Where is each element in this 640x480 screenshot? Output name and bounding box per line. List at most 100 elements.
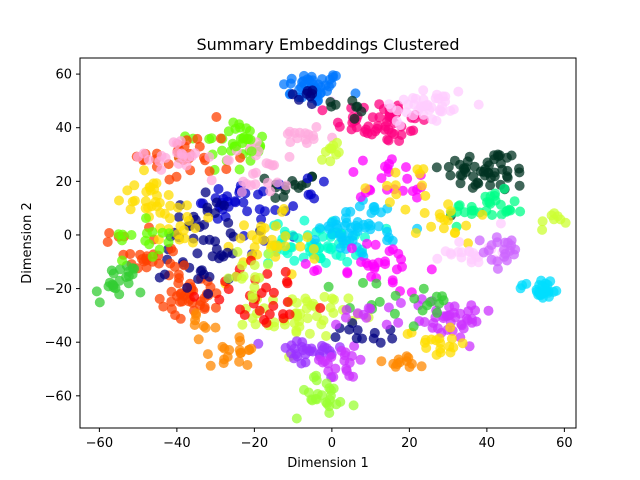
data-point [244,126,255,136]
data-point [174,234,185,245]
x-tick-label: −40 [163,436,190,451]
data-point [431,89,442,100]
data-point [266,240,277,251]
data-point [330,215,341,226]
data-point [400,204,411,215]
data-point [289,255,300,266]
data-point [502,165,513,176]
data-point [408,321,419,332]
data-point [326,101,337,112]
data-point [418,109,429,120]
data-point [376,207,386,218]
data-point [144,239,155,250]
data-point [203,288,214,299]
data-point [416,361,427,372]
data-point [281,180,292,191]
x-tick-label: 20 [401,436,418,451]
data-point [343,293,354,304]
data-point [352,222,363,233]
data-point [190,223,201,234]
data-point [352,325,363,336]
data-point [514,180,525,191]
data-point [302,232,313,243]
data-point [250,272,261,283]
data-point [455,170,466,180]
data-point [383,124,394,135]
data-point [282,278,293,289]
data-point [341,304,352,315]
data-point [262,268,273,279]
data-point [419,317,430,327]
data-point [362,238,372,249]
data-point [189,320,200,330]
data-point [501,255,512,266]
data-point [468,205,479,216]
data-point [221,164,232,175]
data-point [284,151,295,162]
data-point [453,86,464,97]
data-point [335,250,346,261]
data-point [492,263,503,274]
data-point [239,220,249,231]
data-point [383,135,394,146]
data-point [382,226,393,237]
data-point [326,143,337,154]
data-point [164,213,175,224]
data-point [348,371,359,382]
data-point [426,264,437,275]
x-axis-ticks: −60 −40 −20 0 20 40 60 [86,428,573,451]
data-point [395,298,406,308]
data-point [223,273,234,284]
data-point [461,220,472,231]
data-point [236,347,246,358]
data-point [453,247,464,257]
data-point [247,289,258,300]
data-point [198,321,209,331]
data-point [127,196,138,207]
data-point [140,196,151,207]
data-point [455,159,465,170]
data-point [246,146,257,157]
data-point [492,256,503,267]
data-point [117,255,127,266]
data-point [463,306,474,317]
data-point [258,234,269,245]
data-point [380,259,391,270]
data-point [330,332,341,343]
data-point [203,212,214,223]
data-point [548,286,559,297]
data-point [312,311,322,322]
data-point [219,200,229,211]
data-point [432,307,443,318]
data-point [234,356,245,367]
data-point [521,278,532,289]
data-point [443,161,454,172]
data-point [210,322,221,333]
data-point [368,333,379,344]
data-point [314,223,325,234]
data-point [206,175,217,186]
data-point [268,300,279,311]
data-point [175,136,186,146]
data-point [330,70,341,81]
data-point [456,319,467,330]
data-point [371,278,382,289]
data-point [235,233,246,244]
data-point [390,290,401,301]
data-point [405,126,416,137]
data-point [259,206,270,217]
data-point [348,167,359,177]
data-point [126,230,137,240]
data-point [402,329,413,339]
data-point [459,207,470,218]
data-point [454,237,465,247]
data-point [466,257,477,268]
data-point [389,308,400,319]
data-point [306,71,317,82]
data-point [157,227,168,238]
data-point [219,354,230,365]
data-point [384,111,395,121]
data-point [141,228,152,239]
data-point [143,154,154,165]
